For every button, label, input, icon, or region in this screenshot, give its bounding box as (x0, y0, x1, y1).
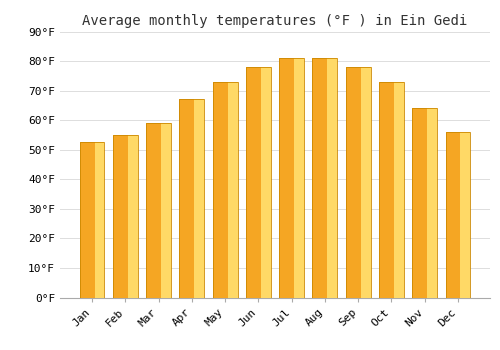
Bar (113, 135, 138, 298)
Bar (394, 82, 404, 298)
Bar (312, 58, 328, 298)
Bar (228, 82, 237, 298)
Bar (427, 108, 437, 298)
Bar (246, 67, 271, 298)
Bar (146, 123, 161, 298)
Bar (194, 99, 204, 298)
Bar (346, 67, 370, 298)
Bar (279, 58, 304, 298)
Bar (412, 108, 437, 298)
Bar (212, 82, 228, 298)
Bar (379, 82, 404, 298)
Bar (446, 132, 470, 298)
Bar (128, 135, 138, 298)
Bar (446, 132, 460, 298)
Bar (261, 67, 271, 298)
Bar (346, 67, 360, 298)
Bar (379, 82, 394, 298)
Bar (94, 142, 104, 298)
Bar (161, 123, 171, 298)
Bar (80, 142, 94, 298)
Bar (146, 123, 171, 298)
Bar (312, 58, 338, 298)
Bar (412, 108, 427, 298)
Bar (180, 99, 204, 298)
Bar (246, 67, 261, 298)
Bar (180, 99, 194, 298)
Title: Average monthly temperatures (°F ) in Ein Gedi: Average monthly temperatures (°F ) in Ei… (82, 14, 468, 28)
Bar (113, 135, 128, 298)
Bar (328, 58, 338, 298)
Bar (460, 132, 470, 298)
Bar (360, 67, 370, 298)
Bar (80, 142, 104, 298)
Bar (279, 58, 294, 298)
Bar (294, 58, 304, 298)
Bar (212, 82, 238, 298)
